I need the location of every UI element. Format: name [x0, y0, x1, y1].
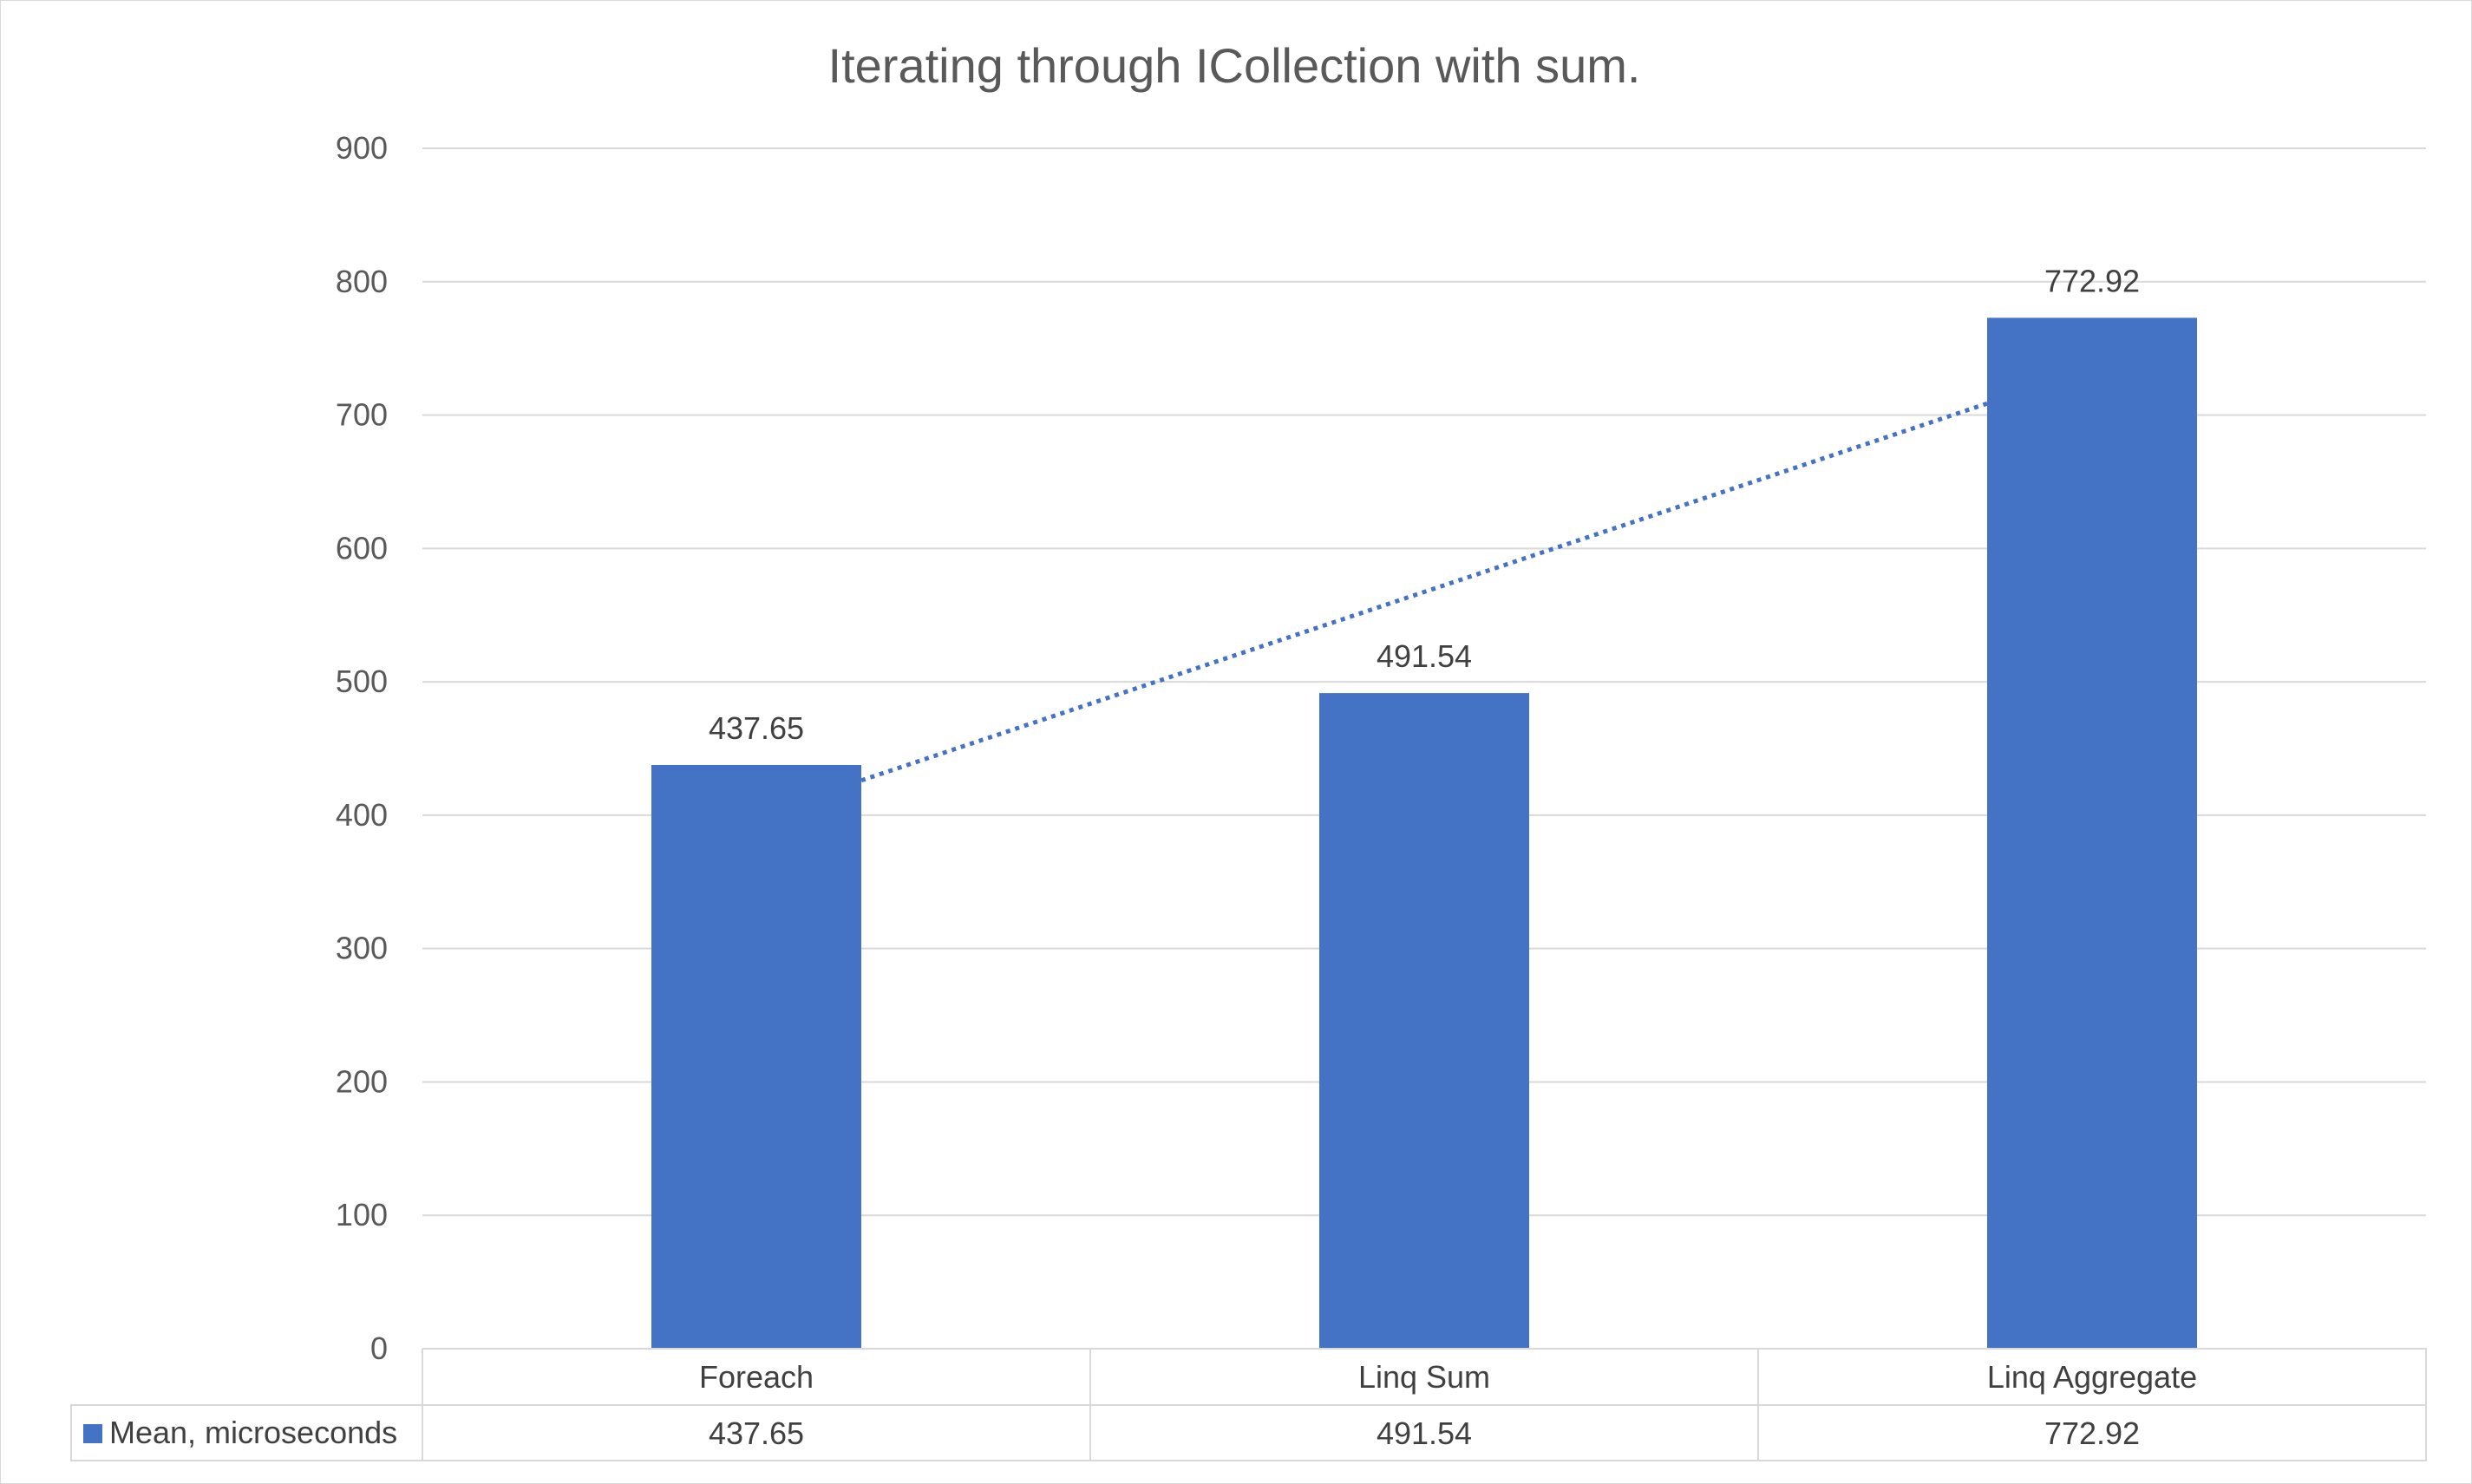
y-tick-label: 800: [336, 264, 388, 299]
y-tick-label: 200: [336, 1063, 388, 1099]
table-value: 491.54: [1377, 1415, 1472, 1451]
bar-foreach: [651, 764, 861, 1349]
legend-label: Mean, microseconds: [109, 1415, 397, 1450]
bar-linq-sum: [1319, 693, 1529, 1349]
legend-key: [83, 1424, 102, 1443]
trendline: [860, 401, 1988, 783]
y-tick-label: 100: [336, 1197, 388, 1232]
y-tick-label: 900: [336, 130, 388, 166]
bar-linq-aggregate: [1987, 317, 2197, 1350]
data-label: 437.65: [709, 710, 804, 746]
bars: [651, 317, 2197, 1350]
table-value: 772.92: [2044, 1415, 2140, 1451]
data-labels: 437.65 491.54 772.92: [709, 263, 2140, 746]
chart-title: Iterating through ICollection with sum.: [828, 38, 1641, 93]
data-table: Foreach 437.65 Linq Sum 491.54 Linq Aggregat…: [70, 1348, 2427, 1461]
x-tick-label: Linq Aggregate: [1987, 1359, 2197, 1395]
y-tick-label: 0: [370, 1330, 388, 1366]
y-tick-label: 600: [336, 530, 388, 565]
trendline-line: [860, 401, 1988, 783]
y-tick-label: 300: [336, 931, 388, 966]
y-tick-label: 400: [336, 797, 388, 833]
data-label: 772.92: [2044, 263, 2140, 298]
table-value: 437.65: [709, 1415, 804, 1451]
y-tick-label: 500: [336, 664, 388, 699]
y-axis: 0 100 200 300 400 500 600 700 800 900: [336, 130, 388, 1366]
table-border: [70, 1348, 2427, 1461]
x-tick-label: Foreach: [699, 1359, 814, 1395]
y-tick-label: 700: [336, 397, 388, 433]
x-tick-label: Linq Sum: [1358, 1359, 1490, 1395]
data-label: 491.54: [1377, 638, 1472, 674]
